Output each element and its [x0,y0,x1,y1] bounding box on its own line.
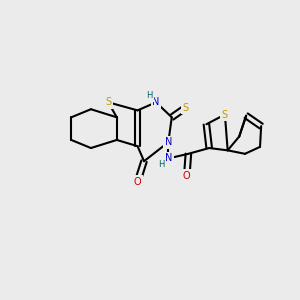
Text: H: H [146,91,152,100]
Text: H: H [158,160,165,169]
Text: N: N [165,153,172,164]
Text: S: S [183,103,189,112]
Text: S: S [222,110,228,119]
Text: S: S [105,97,111,107]
Text: N: N [165,137,172,147]
Text: O: O [183,171,190,181]
Text: N: N [152,97,160,107]
Text: O: O [134,176,141,187]
